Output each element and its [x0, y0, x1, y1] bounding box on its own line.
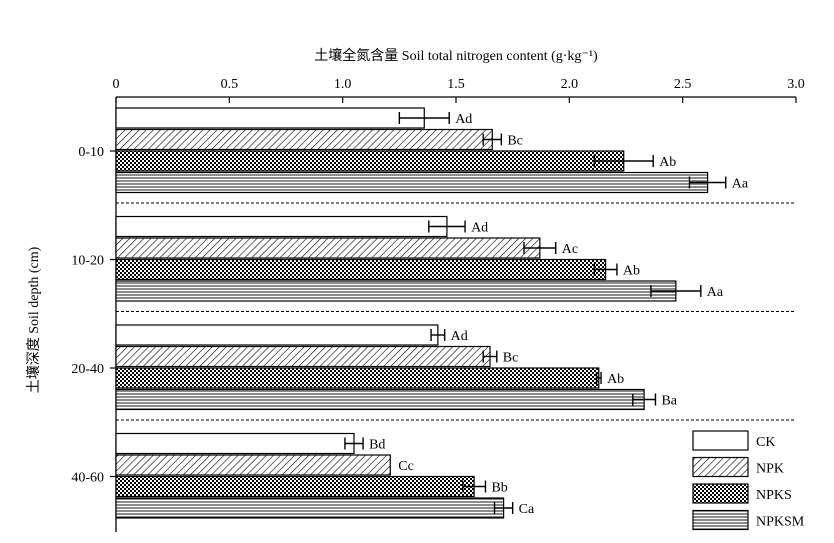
bar-npks-10-20	[115, 258, 607, 281]
significance-label: Cc	[398, 459, 414, 474]
category-label: 0-10	[78, 145, 104, 160]
significance-label: Aa	[732, 177, 749, 192]
bar-npk-40-60	[115, 454, 391, 476]
category-label: 40-60	[71, 471, 104, 486]
legend-label: NPK	[756, 462, 784, 477]
significance-label: Ab	[607, 372, 624, 387]
significance-label: Ba	[661, 394, 677, 409]
legend-label: CK	[756, 435, 775, 450]
bar-npksm-40-60	[115, 497, 505, 519]
x-tick-label: 0	[113, 77, 120, 92]
bar-npks-0-10	[115, 150, 625, 172]
y-axis-title: 土壤深度 Soil depth (cm)	[25, 246, 42, 393]
significance-label: Bb	[491, 481, 507, 496]
x-tick-label: 2.5	[674, 77, 692, 92]
legend: CK NPK NPKS NPKSM	[692, 430, 805, 531]
significance-label: Aa	[707, 285, 724, 300]
bar-ck-10-20	[115, 215, 448, 238]
legend-label: NPKSM	[756, 515, 805, 530]
significance-label: Ad	[451, 329, 468, 344]
bar-npks-20-40	[115, 367, 600, 389]
significance-label: Ad	[455, 112, 472, 127]
significance-label: Bd	[369, 438, 385, 453]
legend-label: NPKS	[756, 488, 792, 503]
x-tick-label: 1.0	[334, 77, 352, 92]
bar-ck-0-10	[115, 107, 425, 129]
bar-npksm-20-40	[115, 388, 645, 411]
significance-label: Bc	[503, 351, 519, 366]
bar-npk-20-40	[115, 345, 491, 368]
x-tick-label: 2.0	[561, 77, 579, 92]
legend-swatch-ck	[692, 430, 749, 451]
significance-label: Ab	[623, 264, 640, 279]
bar-npksm-10-20	[115, 280, 677, 302]
x-tick-label: 3.0	[787, 77, 805, 92]
category-label: 20-40	[71, 362, 104, 377]
legend-swatch-npk	[692, 456, 749, 478]
significance-label: Ab	[659, 155, 676, 170]
category-labels: 0-10 10-20 20-40 40-60	[71, 145, 796, 486]
x-axis-title: 土壤全氮含量 Soil total nitrogen content (g·kg…	[314, 47, 598, 64]
legend-swatch-npksm	[692, 509, 749, 531]
x-tick-label: 1.5	[447, 77, 465, 92]
bar-npks-40-60	[115, 475, 475, 498]
bar-ck-20-40	[115, 324, 439, 346]
bar-npk-10-20	[115, 237, 541, 259]
significance-label: Ac	[562, 242, 578, 257]
significance-label: Bc	[507, 134, 523, 149]
category-label: 10-20	[71, 254, 104, 269]
bars: Ad Bc Ab Aa Ad Ac Ab Aa Ad Bc Ab Ba Bd Cc Bb Ca	[115, 107, 749, 519]
significance-label: Ad	[471, 221, 488, 236]
legend-swatch-npks	[692, 483, 749, 504]
significance-label: Ca	[519, 502, 535, 517]
x-tick-label: 0.5	[221, 77, 239, 92]
bar-npk-0-10	[115, 128, 493, 151]
bar-ck-40-60	[115, 432, 355, 455]
bar-npksm-0-10	[115, 171, 709, 194]
